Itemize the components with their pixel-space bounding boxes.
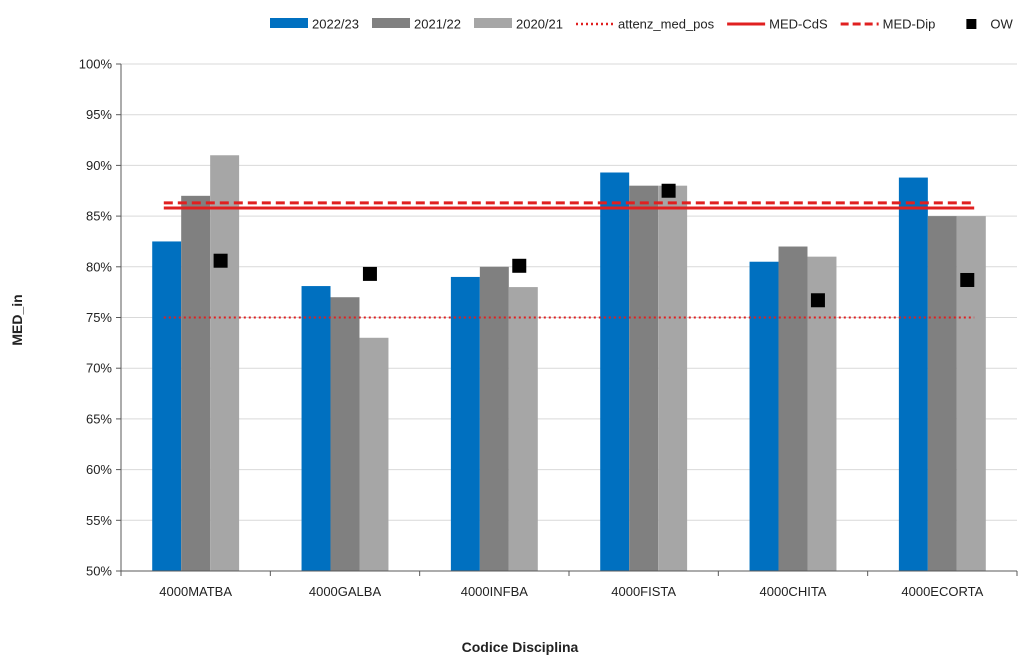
marker xyxy=(213,253,228,268)
bar xyxy=(301,286,331,571)
x-tick-label: 4000INFBA xyxy=(461,584,529,599)
y-tick-label: 80% xyxy=(86,259,112,274)
marker xyxy=(661,183,676,198)
bar xyxy=(450,276,480,571)
bar xyxy=(956,216,986,571)
legend-label: MED-CdS xyxy=(769,17,828,32)
axes: 50% 55% 60% 65% 70% 75% 80% 85% 90% 95% 100% 4000MA… xyxy=(79,57,1018,599)
bar xyxy=(807,256,837,571)
legend-swatch xyxy=(270,18,308,28)
bar xyxy=(778,246,808,571)
bar xyxy=(629,185,659,571)
legend-label: 2022/23 xyxy=(312,17,359,32)
marker xyxy=(362,266,377,281)
bars xyxy=(152,155,986,572)
legend-swatch xyxy=(474,18,512,28)
bar xyxy=(749,261,779,571)
x-tick-label: 4000FISTA xyxy=(611,584,676,599)
legend-label: MED-Dip xyxy=(883,17,936,32)
bar xyxy=(508,287,538,571)
y-tick-label: 60% xyxy=(86,462,112,477)
bar xyxy=(600,172,630,572)
marker xyxy=(512,258,527,273)
y-tick-label: 65% xyxy=(86,411,112,426)
legend-swatch xyxy=(372,18,410,28)
grid-lines xyxy=(121,63,1017,521)
y-tick-label: 75% xyxy=(86,310,112,325)
y-tick-label: 50% xyxy=(86,564,112,579)
legend-label: OW xyxy=(990,17,1013,32)
marker xyxy=(960,272,975,287)
y-axis-title: MED_in xyxy=(9,294,25,345)
ow-markers xyxy=(213,183,975,308)
y-tick-label: 100% xyxy=(79,57,113,72)
y-tick-label: 55% xyxy=(86,513,112,528)
bar xyxy=(658,185,688,571)
bar xyxy=(330,297,360,571)
marker xyxy=(810,293,825,308)
bar xyxy=(479,266,509,571)
x-tick-label: 4000MATBA xyxy=(159,584,232,599)
reference-lines xyxy=(163,201,975,319)
y-tick-label: 70% xyxy=(86,361,112,376)
bar xyxy=(210,155,240,571)
bar xyxy=(152,241,182,571)
x-axis-title: Codice Disciplina xyxy=(462,639,579,655)
bar xyxy=(181,195,211,571)
x-tick-label: 4000ECORTA xyxy=(901,584,983,599)
x-tick-label: 4000CHITA xyxy=(760,584,827,599)
legend-label: 2021/22 xyxy=(414,17,461,32)
y-tick-label: 90% xyxy=(86,158,112,173)
y-tick-label: 85% xyxy=(86,209,112,224)
legend-swatch xyxy=(966,19,977,29)
bar xyxy=(898,177,928,571)
x-tick-label: 4000GALBA xyxy=(309,584,382,599)
legend: 2022/23 2021/22 2020/21 attenz_med_pos MED-C… xyxy=(270,17,1013,32)
legend-label: 2020/21 xyxy=(516,17,563,32)
y-tick-label: 95% xyxy=(86,107,112,122)
bar xyxy=(359,337,389,571)
legend-label: attenz_med_pos xyxy=(618,17,715,32)
bar xyxy=(927,216,957,571)
